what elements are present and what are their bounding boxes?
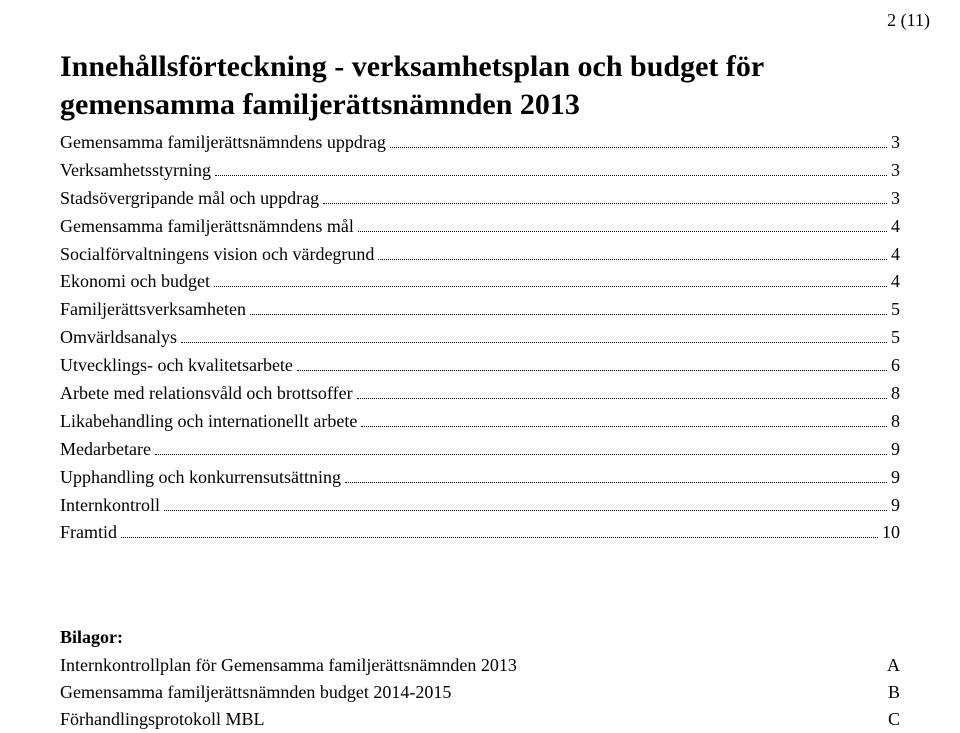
- toc-leader-dots: [181, 328, 887, 343]
- attachment-label: Förhandlingsprotokoll MBL: [60, 706, 265, 733]
- toc-label: Likabehandling och internationellt arbet…: [60, 408, 357, 436]
- toc-page-number: 8: [891, 380, 900, 408]
- toc-label: Gemensamma familjerättsnämndens mål: [60, 213, 354, 241]
- toc-entry: Internkontroll 9: [60, 492, 900, 520]
- toc-entry: Socialförvaltningens vision och värdegru…: [60, 241, 900, 269]
- toc-label: Upphandling och konkurrensutsättning: [60, 464, 341, 492]
- table-of-contents: Gemensamma familjerättsnämndens uppdrag …: [60, 129, 900, 547]
- toc-label: Socialförvaltningens vision och värdegru…: [60, 241, 374, 269]
- attachment-letter: B: [888, 679, 900, 706]
- toc-leader-dots: [358, 216, 887, 231]
- title-line-2: gemensamma familjerättsnämnden 2013: [60, 88, 580, 121]
- toc-page-number: 3: [891, 129, 900, 157]
- toc-leader-dots: [250, 300, 887, 315]
- toc-label: Verksamhetsstyrning: [60, 157, 211, 185]
- toc-page-number: 9: [891, 464, 900, 492]
- toc-leader-dots: [215, 161, 887, 176]
- attachment-row: Internkontrollplan för Gemensamma familj…: [60, 652, 900, 679]
- toc-entry: Arbete med relationsvåld och brottsoffer…: [60, 380, 900, 408]
- toc-page-number: 9: [891, 436, 900, 464]
- attachments-section: Bilagor: Internkontrollplan för Gemensam…: [60, 627, 900, 733]
- page-title: Innehållsförteckning - verksamhetsplan o…: [60, 48, 900, 123]
- toc-entry: Likabehandling och internationellt arbet…: [60, 408, 900, 436]
- toc-entry: Verksamhetsstyrning 3: [60, 157, 900, 185]
- attachment-row: Gemensamma familjerättsnämnden budget 20…: [60, 679, 900, 706]
- toc-leader-dots: [164, 495, 887, 510]
- toc-page-number: 5: [891, 324, 900, 352]
- toc-label: Internkontroll: [60, 492, 160, 520]
- toc-page-number: 3: [891, 185, 900, 213]
- toc-leader-dots: [390, 133, 887, 148]
- page-number: 2 (11): [887, 10, 930, 31]
- toc-entry: Ekonomi och budget 4: [60, 268, 900, 296]
- toc-leader-dots: [214, 272, 887, 287]
- toc-leader-dots: [155, 439, 887, 454]
- toc-label: Framtid: [60, 519, 117, 547]
- toc-page-number: 3: [891, 157, 900, 185]
- attachments-heading: Bilagor:: [60, 627, 900, 648]
- attachment-label: Internkontrollplan för Gemensamma familj…: [60, 652, 517, 679]
- toc-leader-dots: [297, 356, 887, 371]
- toc-leader-dots: [345, 467, 887, 482]
- toc-entry: Familjerättsverksamheten 5: [60, 296, 900, 324]
- toc-entry: Stadsövergripande mål och uppdrag 3: [60, 185, 900, 213]
- toc-leader-dots: [323, 188, 887, 203]
- title-line-1: Innehållsförteckning - verksamhetsplan o…: [60, 50, 764, 83]
- toc-page-number: 9: [891, 492, 900, 520]
- toc-leader-dots: [378, 244, 887, 259]
- document-page: 2 (11) Innehållsförteckning - verksamhet…: [0, 0, 960, 728]
- toc-leader-dots: [121, 523, 878, 538]
- toc-leader-dots: [361, 412, 887, 427]
- toc-page-number: 4: [891, 241, 900, 269]
- toc-entry: Upphandling och konkurrensutsättning 9: [60, 464, 900, 492]
- toc-label: Ekonomi och budget: [60, 268, 210, 296]
- toc-page-number: 10: [882, 519, 900, 547]
- toc-entry: Framtid 10: [60, 519, 900, 547]
- toc-label: Gemensamma familjerättsnämndens uppdrag: [60, 129, 386, 157]
- toc-page-number: 5: [891, 296, 900, 324]
- toc-entry: Utvecklings- och kvalitetsarbete 6: [60, 352, 900, 380]
- toc-entry: Gemensamma familjerättsnämndens uppdrag …: [60, 129, 900, 157]
- attachment-letter: C: [888, 706, 900, 733]
- toc-label: Arbete med relationsvåld och brottsoffer: [60, 380, 353, 408]
- attachment-letter: A: [887, 652, 900, 679]
- toc-page-number: 8: [891, 408, 900, 436]
- toc-entry: Gemensamma familjerättsnämndens mål 4: [60, 213, 900, 241]
- toc-leader-dots: [357, 384, 887, 399]
- toc-label: Familjerättsverksamheten: [60, 296, 246, 324]
- toc-page-number: 6: [891, 352, 900, 380]
- toc-page-number: 4: [891, 213, 900, 241]
- toc-label: Stadsövergripande mål och uppdrag: [60, 185, 319, 213]
- toc-entry: Medarbetare 9: [60, 436, 900, 464]
- toc-label: Medarbetare: [60, 436, 151, 464]
- toc-label: Utvecklings- och kvalitetsarbete: [60, 352, 293, 380]
- toc-entry: Omvärldsanalys 5: [60, 324, 900, 352]
- toc-page-number: 4: [891, 268, 900, 296]
- attachment-row: Förhandlingsprotokoll MBL C: [60, 706, 900, 733]
- toc-label: Omvärldsanalys: [60, 324, 177, 352]
- attachment-label: Gemensamma familjerättsnämnden budget 20…: [60, 679, 451, 706]
